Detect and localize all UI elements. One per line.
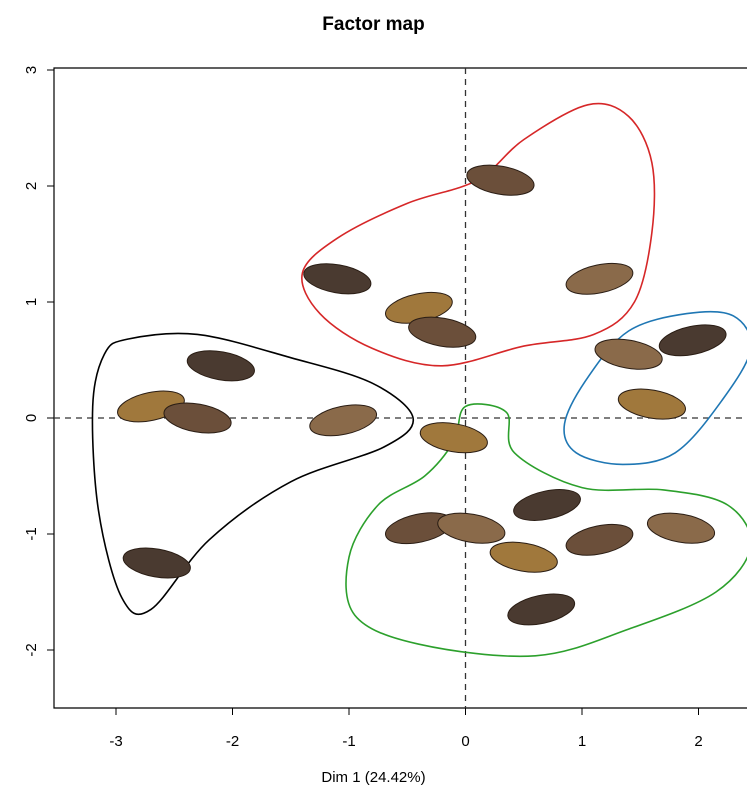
y-tick-label: -2: [23, 643, 40, 656]
sea-cucumber-point: [594, 338, 663, 370]
sea-cucumber-point: [419, 422, 488, 454]
sea-cucumber-point: [646, 512, 716, 544]
sea-cucumber-point: [565, 262, 634, 295]
group-hull: [345, 403, 747, 658]
chart-title: Factor map: [322, 14, 425, 35]
y-tick-label: 0: [23, 414, 40, 422]
sea-cucumber-point: [466, 164, 535, 196]
x-tick-label: -2: [226, 733, 239, 750]
sea-cucumber-point: [309, 404, 378, 437]
x-tick-label: -3: [109, 733, 122, 750]
x-tick-label: 2: [694, 733, 702, 750]
sea-cucumber-point: [617, 388, 686, 420]
y-tick-label: 1: [23, 298, 40, 306]
sea-cucumber-point: [122, 547, 191, 579]
group-hull: [301, 102, 656, 367]
group-hull: [91, 332, 415, 616]
sea-cucumber-point: [565, 523, 634, 556]
x-tick-label: 1: [578, 733, 586, 750]
x-axis-label: Dim 1 (24.42%): [321, 769, 426, 786]
x-tick-label: 0: [461, 733, 469, 750]
sea-cucumber-point: [437, 512, 506, 544]
plot-frame: [53, 67, 747, 709]
sea-cucumber-point: [408, 316, 477, 348]
y-tick-label: 3: [23, 66, 40, 74]
sea-cucumber-point: [658, 324, 727, 357]
group-hull: [563, 310, 747, 466]
sea-cucumber-point: [489, 541, 558, 573]
sea-cucumber-point: [163, 402, 232, 434]
sea-cucumber-point: [513, 489, 581, 521]
x-tick-label: -1: [342, 733, 355, 750]
sea-cucumber-point: [303, 263, 372, 295]
sea-cucumber-point: [507, 593, 576, 626]
sea-cucumber-point: [186, 350, 255, 382]
y-tick-label: 2: [23, 182, 40, 190]
y-tick-label: -1: [23, 527, 40, 540]
